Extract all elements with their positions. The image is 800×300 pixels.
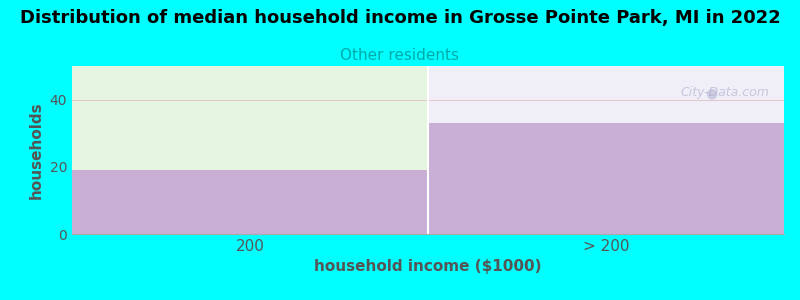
Text: ●: ● xyxy=(705,86,717,100)
Y-axis label: households: households xyxy=(29,101,44,199)
X-axis label: household income ($1000): household income ($1000) xyxy=(314,260,542,274)
Text: City-Data.com: City-Data.com xyxy=(681,86,770,99)
Text: Distribution of median household income in Grosse Pointe Park, MI in 2022: Distribution of median household income … xyxy=(20,9,780,27)
Text: Other residents: Other residents xyxy=(341,48,459,63)
